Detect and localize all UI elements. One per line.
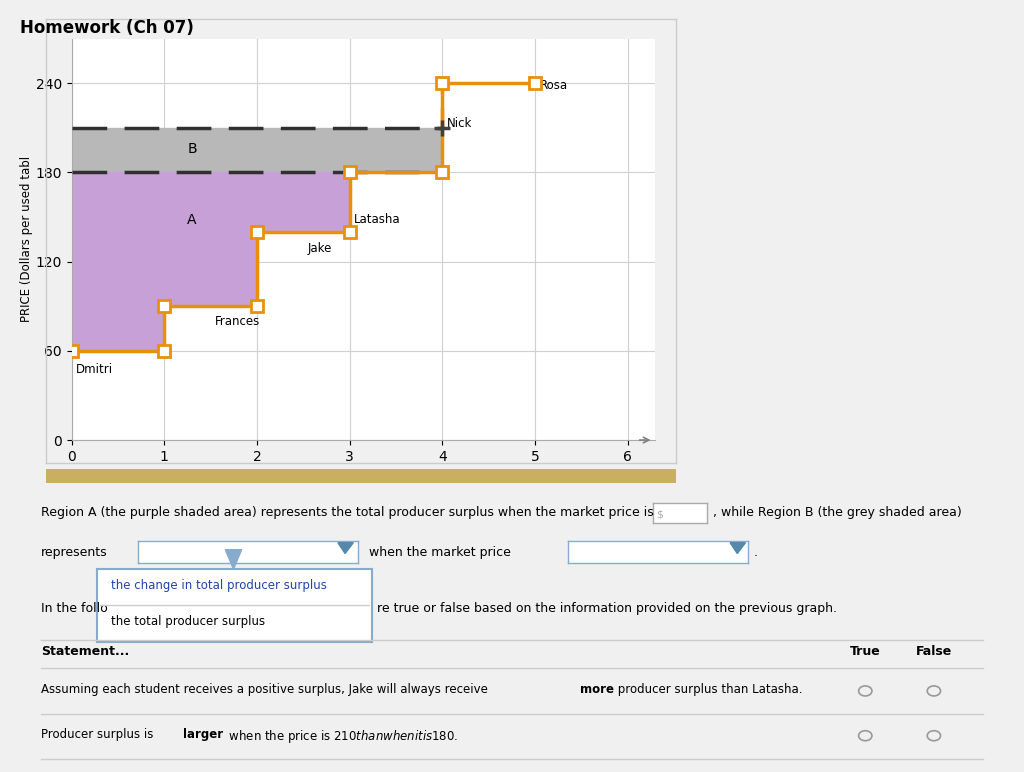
Text: re true or false based on the information provided on the previous graph.: re true or false based on the informatio… bbox=[377, 602, 837, 615]
Text: Nick: Nick bbox=[446, 117, 472, 130]
Polygon shape bbox=[72, 172, 349, 350]
Text: Assuming each student receives a positive surplus, Jake will always receive: Assuming each student receives a positiv… bbox=[41, 683, 492, 696]
Text: .: . bbox=[754, 546, 758, 559]
Text: B: B bbox=[187, 141, 197, 156]
Text: $: $ bbox=[656, 510, 664, 520]
Text: Statement...: Statement... bbox=[41, 645, 129, 658]
Text: Region A (the purple shaded area) represents the total producer surplus when the: Region A (the purple shaded area) repres… bbox=[41, 506, 653, 519]
Text: when the price is $210 than when it is $180.: when the price is $210 than when it is $… bbox=[225, 728, 459, 745]
Y-axis label: PRICE (Dollars per used tabl: PRICE (Dollars per used tabl bbox=[19, 156, 33, 323]
Text: Jake: Jake bbox=[308, 242, 333, 256]
X-axis label: QUANTITY (Used tablets): QUANTITY (Used tablets) bbox=[286, 469, 441, 482]
Text: A: A bbox=[187, 213, 197, 227]
Text: Frances: Frances bbox=[215, 315, 260, 328]
Text: Homework (Ch 07): Homework (Ch 07) bbox=[20, 19, 195, 37]
Text: False: False bbox=[915, 645, 952, 658]
Text: Producer surplus is: Producer surplus is bbox=[41, 728, 157, 741]
Text: represents: represents bbox=[41, 546, 108, 559]
Text: Rosa: Rosa bbox=[540, 79, 567, 92]
Text: In the follo: In the follo bbox=[41, 602, 108, 615]
Text: the change in total producer surplus: the change in total producer surplus bbox=[111, 579, 327, 592]
Text: larger: larger bbox=[183, 728, 223, 741]
Text: , while Region B (the grey shaded area): , while Region B (the grey shaded area) bbox=[713, 506, 962, 519]
Text: more: more bbox=[580, 683, 613, 696]
Text: Dmitri: Dmitri bbox=[77, 363, 114, 376]
Text: Latasha: Latasha bbox=[354, 212, 400, 225]
Text: producer surplus than Latasha.: producer surplus than Latasha. bbox=[614, 683, 803, 696]
Text: True: True bbox=[850, 645, 881, 658]
Text: when the market price: when the market price bbox=[369, 546, 511, 559]
Text: the total producer surplus: the total producer surplus bbox=[111, 615, 265, 628]
